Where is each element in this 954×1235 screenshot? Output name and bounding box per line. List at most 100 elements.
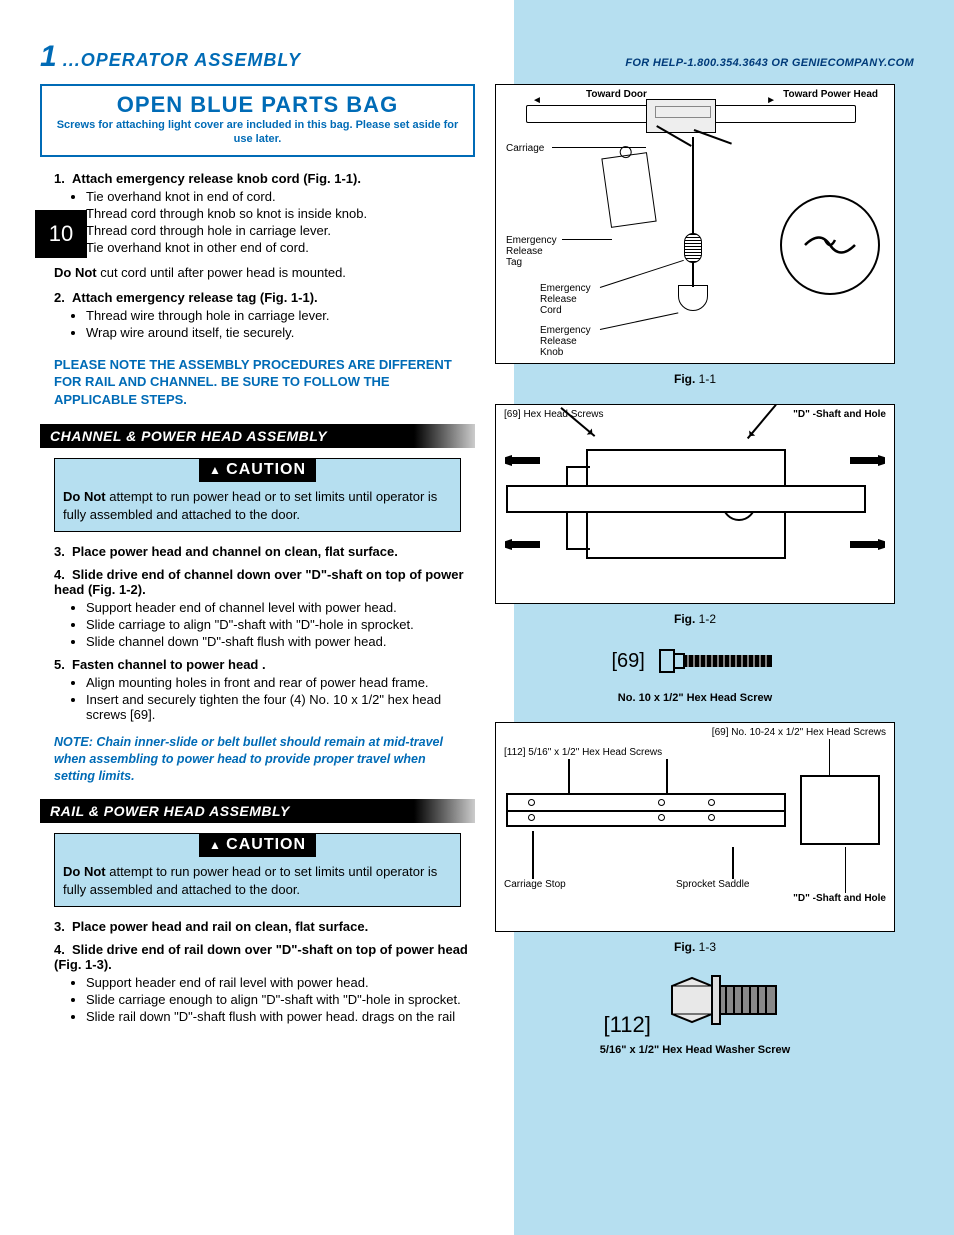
sprocket-saddle-label: Sprocket Saddle <box>676 879 749 890</box>
cord-shape <box>692 137 694 287</box>
caution-label: CAUTION <box>199 458 316 482</box>
list-item: Slide carriage to align "D"-shaft with "… <box>86 617 475 632</box>
step-3r-heading: 3.Place power head and rail on clean, fl… <box>54 919 475 934</box>
list-item: Thread cord through knob so knot is insi… <box>86 206 475 221</box>
spring-shape <box>684 233 702 263</box>
list-item: Insert and securely tighten the four (4)… <box>86 692 475 722</box>
part-112-id: [112] <box>604 1012 651 1038</box>
step-2: 2.Attach emergency release tag (Fig. 1-1… <box>54 290 475 340</box>
step-3c-heading: 3.Place power head and channel on clean,… <box>54 544 475 559</box>
screw-icon <box>512 541 540 548</box>
italic-note: NOTE: Chain inner-slide or belt bullet s… <box>54 734 461 785</box>
pointer-line <box>532 831 534 879</box>
page-number-box: 10 <box>35 210 87 258</box>
do-not-line-1: Do Not cut cord until after power head i… <box>54 265 475 280</box>
hex-washer-screw-icon <box>666 972 786 1028</box>
list-item: Slide channel down "D"-shaft flush with … <box>86 634 475 649</box>
step-1-bullets: Tie overhand knot in end of cord. Thread… <box>86 189 475 255</box>
step-1-heading: 1.Attach emergency release knob cord (Fi… <box>54 171 475 186</box>
step-5c-bullets: Align mounting holes in front and rear o… <box>86 675 475 722</box>
hex-screws-label: [69] Hex Head Screws <box>504 409 604 420</box>
screw-69-note: No. 10 x 1/2" Hex Head Screw <box>495 692 895 704</box>
pointer-line <box>568 759 570 795</box>
label-112: [112] 5/16" x 1/2" Hex Head Screws <box>504 747 662 758</box>
part-69-id: [69] <box>612 650 645 673</box>
knob-shape <box>678 285 708 311</box>
step-4r-heading: 4.Slide drive end of rail down over "D"-… <box>54 942 475 972</box>
step-4c: 4.Slide drive end of channel down over "… <box>54 567 475 649</box>
section-number: 1 <box>40 40 57 74</box>
step-4r-bullets: Support header end of rail level with po… <box>86 975 475 1024</box>
list-item: Slide carriage enough to align "D"-shaft… <box>86 992 475 1007</box>
figure-1-2: [69] Hex Head Screws "D" -Shaft and Hole <box>495 404 895 604</box>
step-4c-heading: 4.Slide drive end of channel down over "… <box>54 567 475 597</box>
parts-bag-subtitle: Screws for attaching light cover are inc… <box>52 118 463 147</box>
list-item: Support header end of rail level with po… <box>86 975 475 990</box>
hole-icon <box>528 814 535 821</box>
fig-1-2-caption: Fig. 1-2 <box>495 612 895 626</box>
pointer-line <box>600 312 678 330</box>
list-item: Wrap wire around itself, tie securely. <box>86 325 475 340</box>
page: 1 ...OPERATOR ASSEMBLY FOR HELP-1.800.35… <box>0 0 954 1235</box>
pointer-line <box>666 759 668 795</box>
arrow-line <box>747 404 776 439</box>
channel-section-bar: CHANNEL & POWER HEAD ASSEMBLY <box>40 424 475 448</box>
carriage-label: Carriage <box>506 143 544 154</box>
screw-112-illustration: [112] <box>495 972 895 1038</box>
sprocket-saddle-shape <box>800 775 880 845</box>
step-3r: 3.Place power head and rail on clean, fl… <box>54 919 475 934</box>
left-column: OPEN BLUE PARTS BAG Screws for attaching… <box>40 84 475 1056</box>
emergency-knob-label: Emergency Release Knob <box>540 325 591 358</box>
rail-section-bar: RAIL & POWER HEAD ASSEMBLY <box>40 799 475 823</box>
hole-icon <box>708 799 715 806</box>
tag-shape <box>601 152 656 228</box>
header-row: 1 ...OPERATOR ASSEMBLY FOR HELP-1.800.35… <box>40 40 914 74</box>
caution-label: CAUTION <box>199 833 316 857</box>
pointer-line <box>845 847 847 893</box>
step-5c-heading: 5.Fasten channel to power head . <box>54 657 475 672</box>
right-column: ◄ Toward Door Toward Power Head ► Car <box>495 84 895 1056</box>
step-5c: 5.Fasten channel to power head . Align m… <box>54 657 475 722</box>
section-title: ...OPERATOR ASSEMBLY <box>63 50 301 71</box>
parts-bag-box: OPEN BLUE PARTS BAG Screws for attaching… <box>40 84 475 157</box>
toward-power-head-label: Toward Power Head <box>783 89 878 100</box>
pointer-line <box>552 147 646 148</box>
step-1: 1.Attach emergency release knob cord (Fi… <box>54 171 475 255</box>
list-item: Thread wire through hole in carriage lev… <box>86 308 475 323</box>
emergency-cord-label: Emergency Release Cord <box>540 283 591 316</box>
pointer-line <box>600 260 684 288</box>
toward-door-label: Toward Door <box>586 89 647 100</box>
fig-1-3-caption: Fig. 1-3 <box>495 940 895 954</box>
d-shaft-label: "D" -Shaft and Hole <box>793 893 886 904</box>
caution-box-1: CAUTION Do Not attempt to run power head… <box>54 458 461 532</box>
pointer-line <box>562 239 612 240</box>
hole-icon <box>658 799 665 806</box>
knot-detail-circle <box>780 195 880 295</box>
channel-shape <box>506 485 866 513</box>
screw-112-note: 5/16" x 1/2" Hex Head Washer Screw <box>495 1044 895 1056</box>
pointer-line <box>732 847 734 879</box>
step-3c: 3.Place power head and channel on clean,… <box>54 544 475 559</box>
screw-icon <box>512 457 540 464</box>
figure-1-1: ◄ Toward Door Toward Power Head ► Car <box>495 84 895 364</box>
step-2-heading: 2.Attach emergency release tag (Fig. 1-1… <box>54 290 475 305</box>
two-column-layout: OPEN BLUE PARTS BAG Screws for attaching… <box>40 84 914 1056</box>
emergency-tag-label: Emergency Release Tag <box>506 235 557 268</box>
hole-icon <box>658 814 665 821</box>
screw-69-illustration: [69] <box>495 644 895 678</box>
hex-screw-icon <box>658 644 778 678</box>
rail-shape <box>506 793 786 827</box>
label-69: [69] No. 10-24 x 1/2" Hex Head Screws <box>712 727 886 738</box>
pointer-line <box>829 739 831 777</box>
step-2-bullets: Thread wire through hole in carriage lev… <box>86 308 475 340</box>
list-item: Support header end of channel level with… <box>86 600 475 615</box>
caution-text: Do Not attempt to run power head or to s… <box>63 863 452 898</box>
help-line: FOR HELP-1.800.354.3643 OR GENIECOMPANY.… <box>625 57 914 69</box>
carriage-shape <box>646 99 716 133</box>
knot-icon <box>800 230 860 260</box>
list-item: Align mounting holes in front and rear o… <box>86 675 475 690</box>
list-item: Tie overhand knot in end of cord. <box>86 189 475 204</box>
hole-icon <box>708 814 715 821</box>
carriage-stop-label: Carriage Stop <box>504 879 566 890</box>
step-4r: 4.Slide drive end of rail down over "D"-… <box>54 942 475 1024</box>
